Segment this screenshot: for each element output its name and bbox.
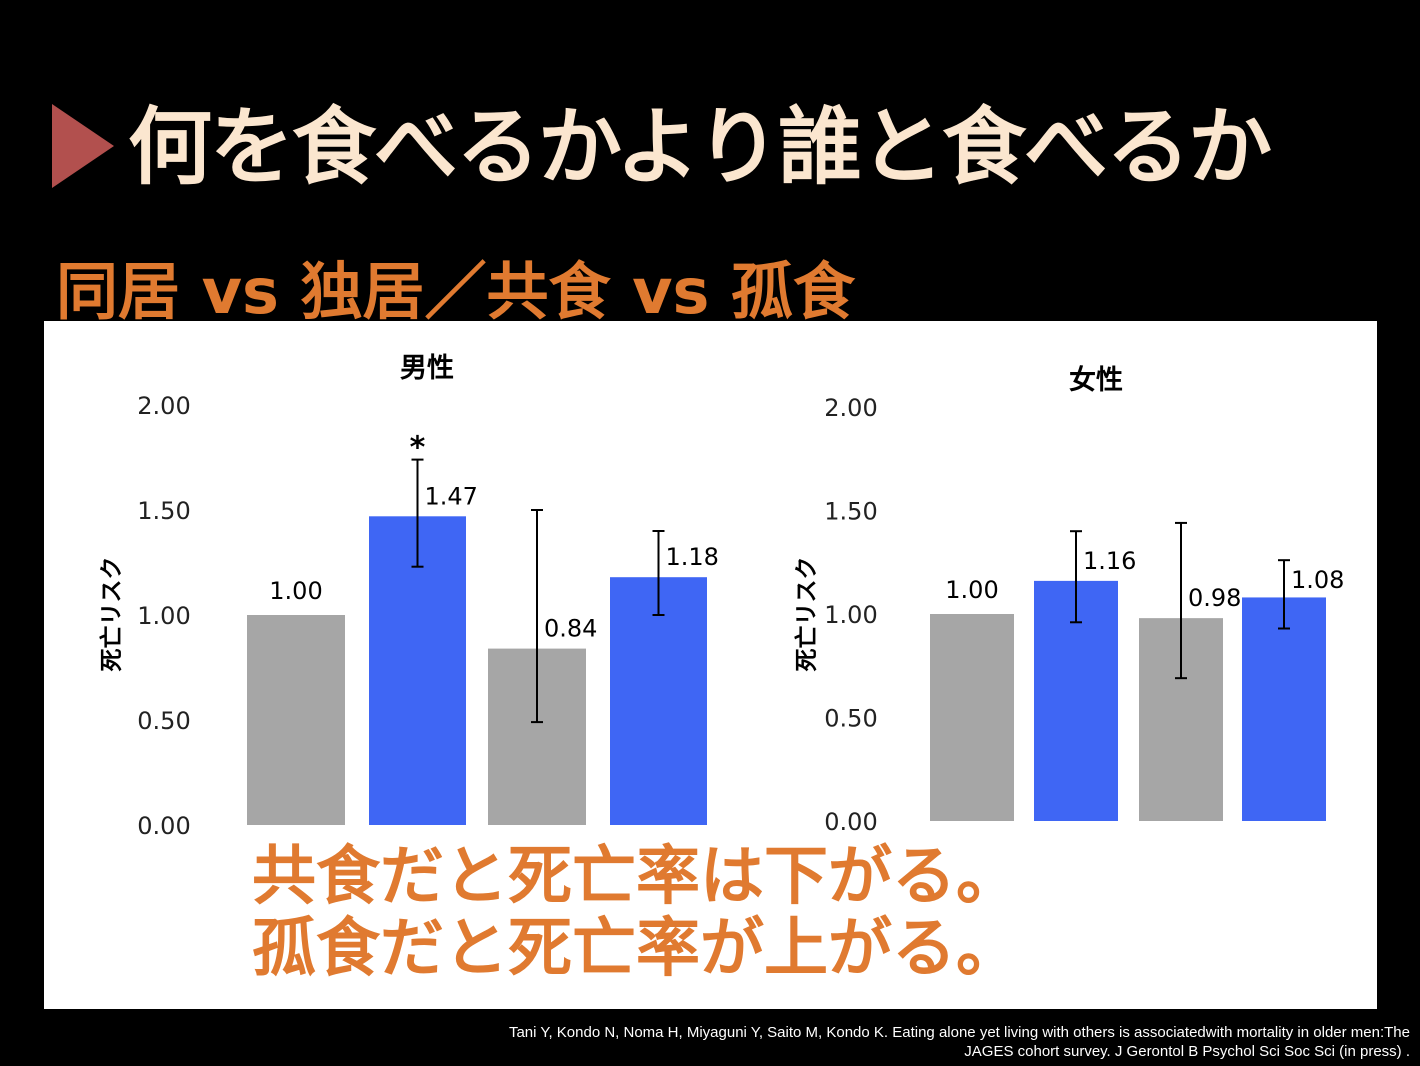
citation-line-2: JAGES cohort survey. J Gerontol B Psycho… xyxy=(964,1043,1410,1060)
bar-value-label: 1.47 xyxy=(425,482,478,510)
play-triangle-icon xyxy=(52,104,114,188)
bar-value-label: 1.00 xyxy=(945,576,998,604)
bar-value-label: 1.18 xyxy=(666,543,719,571)
y-tick-label: 0.00 xyxy=(824,808,877,836)
bar-male-4 xyxy=(610,577,707,825)
slide-title: 何を食べるかより誰と食べるか xyxy=(52,92,1412,202)
citation-line-1: Tani Y, Kondo N, Noma H, Miyaguni Y, Sai… xyxy=(508,1024,1410,1041)
bar-male-2 xyxy=(369,516,466,825)
bar-value-label: 1.00 xyxy=(269,577,322,605)
y-tick-label: 2.00 xyxy=(137,392,190,420)
citation: Tani Y, Kondo N, Noma H, Miyaguni Y, Sai… xyxy=(310,1023,1410,1061)
y-axis-label-male: 死亡リスク xyxy=(98,557,125,672)
bar-value-label: 0.98 xyxy=(1188,584,1241,612)
y-tick-label: 1.50 xyxy=(137,497,190,525)
y-tick-label: 0.50 xyxy=(824,705,877,733)
significance-marker: * xyxy=(410,431,426,466)
conclusion-text: 共食だと死亡率は下がる。 孤食だと死亡率が上がる。 xyxy=(252,841,1020,985)
conclusion-line-2: 孤食だと死亡率が上がる。 xyxy=(252,912,1020,986)
y-tick-label: 0.50 xyxy=(137,707,190,735)
bar-value-label: 0.84 xyxy=(544,615,597,643)
bar-value-label: 1.08 xyxy=(1291,566,1344,594)
title-text: 何を食べるかより誰と食べるか xyxy=(128,98,1272,196)
y-tick-label: 1.00 xyxy=(137,602,190,630)
conclusion-line-1: 共食だと死亡率は下がる。 xyxy=(252,840,1020,914)
y-tick-label: 2.00 xyxy=(824,394,877,422)
bar-female-4 xyxy=(1242,597,1326,821)
y-tick-label: 0.00 xyxy=(137,812,190,840)
chart-panel: 男性死亡リスク 0.00 0.50 1.00 1.50 2.00 1.00 * 1.47 0.84… xyxy=(44,321,1377,1009)
bar-value-label: 1.16 xyxy=(1083,547,1136,575)
chart-title-male: 男性 xyxy=(400,353,454,384)
y-tick-label: 1.50 xyxy=(824,498,877,526)
slide-subtitle: 同居 vs 独居／共食 vs 孤食 xyxy=(56,255,855,328)
bar-female-1 xyxy=(930,614,1014,821)
chart-title-female: 女性 xyxy=(1069,364,1123,396)
y-tick-label: 1.00 xyxy=(824,601,877,629)
y-axis-label-female: 死亡リスク xyxy=(793,557,820,672)
bar-male-1 xyxy=(247,615,345,825)
